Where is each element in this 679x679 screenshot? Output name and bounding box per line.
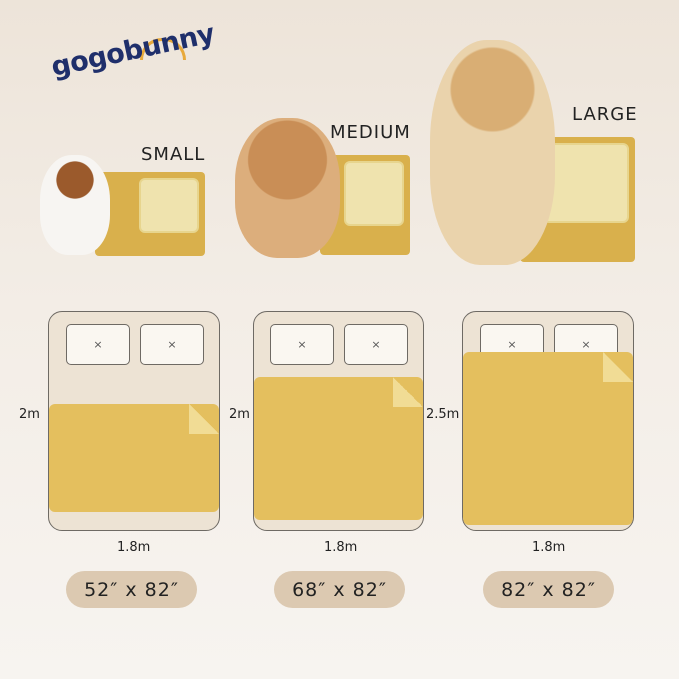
- dog-image-small: [40, 155, 110, 255]
- fold-corner: [393, 377, 423, 407]
- pad-image-small: [95, 172, 205, 256]
- dog-image-large: [430, 40, 555, 265]
- bed-diagram-small: × ×: [48, 311, 220, 531]
- dog-image-medium: [235, 118, 340, 258]
- pillow: ×: [344, 324, 408, 365]
- bed-width-large: 1.8m: [532, 540, 566, 555]
- bed-height-large: 2.5m: [426, 407, 460, 422]
- fold-corner: [603, 352, 633, 382]
- bed-width-medium: 1.8m: [324, 540, 358, 555]
- dimension-badge-small: 52″ x 82″: [66, 571, 197, 608]
- size-label-medium: MEDIUM: [330, 122, 411, 143]
- pillow: ×: [270, 324, 334, 365]
- dimension-badge-large: 82″ x 82″: [483, 571, 614, 608]
- pillow: ×: [140, 324, 204, 365]
- pillow: ×: [66, 324, 130, 365]
- bed-width-small: 1.8m: [117, 540, 151, 555]
- size-label-large: LARGE: [572, 104, 638, 125]
- pad-overlay: [463, 352, 633, 525]
- pad-overlay: [254, 377, 423, 520]
- brand-logo: gogobunny: [48, 18, 218, 83]
- bed-diagram-large: × ×: [462, 311, 634, 531]
- bed-height-medium: 2m: [229, 407, 250, 422]
- size-label-small: SMALL: [141, 144, 206, 165]
- dimension-badge-medium: 68″ x 82″: [274, 571, 405, 608]
- fold-corner: [189, 404, 219, 434]
- bed-diagram-medium: × ×: [253, 311, 424, 531]
- bed-height-small: 2m: [19, 407, 40, 422]
- pad-overlay: [49, 404, 219, 512]
